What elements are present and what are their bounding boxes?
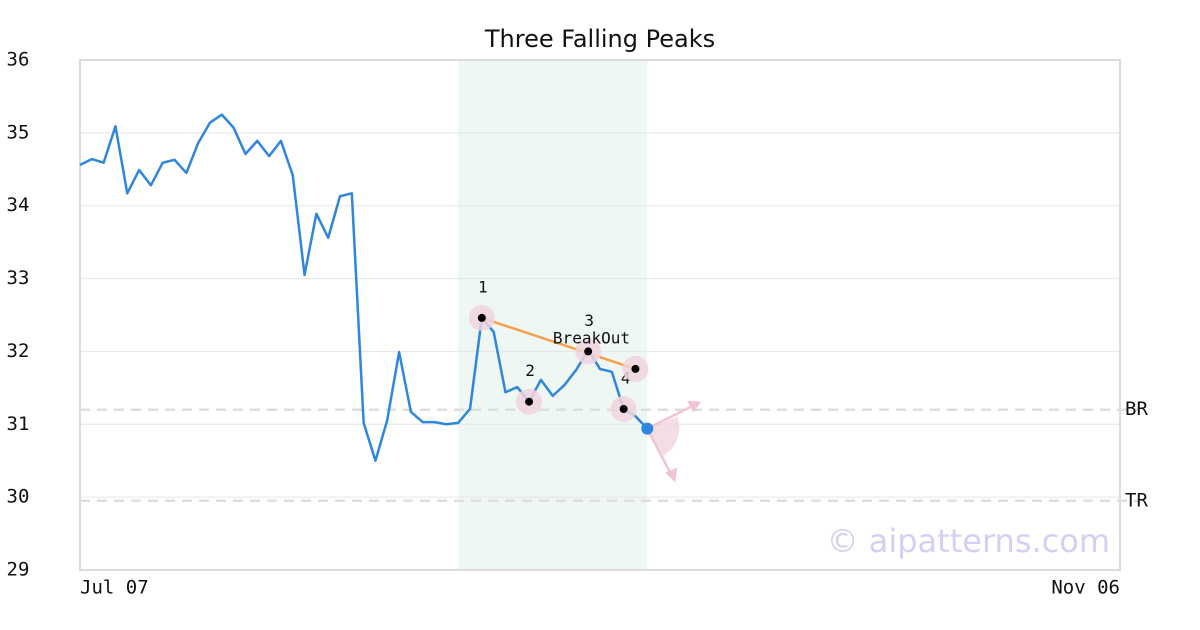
marker-label: 4 xyxy=(621,368,631,387)
projection-fan xyxy=(647,416,680,457)
arrow-head xyxy=(687,400,702,413)
arrow-head xyxy=(665,467,678,483)
y-tick-label: 35 xyxy=(7,121,30,143)
y-tick-label: 36 xyxy=(7,49,30,71)
y-tick-label: 31 xyxy=(7,413,30,435)
last-point xyxy=(641,422,654,435)
x-tick-label: Jul 07 xyxy=(80,577,149,599)
marker-point xyxy=(619,404,628,413)
marker-label: 2 xyxy=(525,361,535,380)
marker-label: BreakOut xyxy=(553,328,630,347)
x-tick-label: Nov 06 xyxy=(1051,577,1120,599)
y-tick-label: 34 xyxy=(7,194,30,216)
marker-point xyxy=(631,364,640,373)
level-label: TR xyxy=(1125,489,1148,511)
projection-arrow xyxy=(646,428,675,480)
chart-title: Three Falling Peaks xyxy=(484,25,715,53)
y-tick-label: 30 xyxy=(7,486,30,508)
y-tick-label: 32 xyxy=(7,340,30,362)
watermark: © aipatterns.com xyxy=(827,522,1110,560)
marker-point xyxy=(477,313,486,322)
marker-point xyxy=(584,347,593,356)
y-tick-label: 29 xyxy=(7,559,30,581)
y-tick-label: 33 xyxy=(7,267,30,289)
plot-frame xyxy=(79,59,1121,571)
marker-label: 3 xyxy=(584,311,594,330)
price-line xyxy=(79,113,649,462)
marker-point xyxy=(525,397,534,406)
level-label: BR xyxy=(1125,398,1148,420)
marker-label: 1 xyxy=(478,277,488,296)
pattern-line xyxy=(481,316,636,371)
projection-arrow xyxy=(646,402,698,430)
